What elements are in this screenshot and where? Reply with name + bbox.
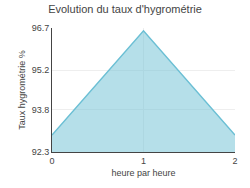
svg-text:93.8: 93.8 — [32, 105, 50, 115]
svg-text:95.2: 95.2 — [32, 65, 50, 75]
svg-text:96.7: 96.7 — [32, 23, 50, 33]
svg-text:heure par heure: heure par heure — [111, 168, 175, 178]
svg-text:92.3: 92.3 — [32, 147, 50, 157]
svg-text:Evolution du taux d'hygrométri: Evolution du taux d'hygrométrie — [48, 3, 202, 15]
svg-text:Taux hygrométrie %: Taux hygrométrie % — [17, 50, 27, 130]
svg-text:2: 2 — [232, 156, 237, 166]
svg-text:1: 1 — [141, 156, 146, 166]
svg-text:0: 0 — [49, 156, 54, 166]
